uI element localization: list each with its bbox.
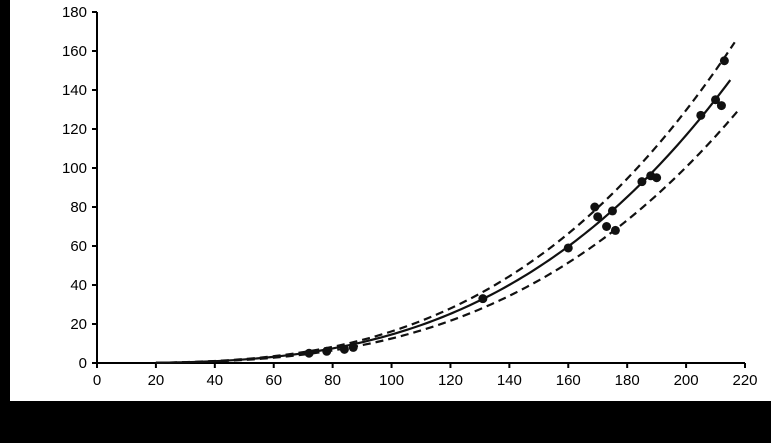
y-tick-label: 40 — [70, 277, 87, 294]
x-tick-label: 100 — [379, 372, 404, 389]
x-tick-label: 60 — [265, 372, 282, 389]
data-point — [590, 202, 600, 212]
y-tick-label: 100 — [62, 160, 87, 177]
fitted-curve — [155, 79, 732, 364]
y-tick-label: 120 — [62, 121, 87, 138]
data-point — [711, 95, 721, 105]
data-point — [610, 225, 620, 235]
data-point — [478, 294, 488, 304]
x-tick-label: 20 — [148, 372, 165, 389]
x-tick-label: 40 — [206, 372, 223, 389]
data-point — [696, 110, 706, 120]
data-point — [716, 101, 726, 111]
y-tick-label: 160 — [62, 43, 87, 60]
x-tick-label: 140 — [497, 372, 522, 389]
data-point — [563, 243, 573, 253]
data-point — [602, 222, 612, 231]
data-point — [593, 212, 603, 222]
chart-svg: 0 20 40 60 80 100 120 140 160 180 200 220 0 20 40 60 80 1… — [62, 4, 758, 389]
upper-confidence-band — [155, 41, 736, 364]
data-point — [637, 177, 647, 187]
data-point — [339, 344, 349, 354]
x-tick-label: 220 — [732, 372, 757, 389]
y-tick-label: 180 — [62, 4, 87, 21]
lower-confidence-band — [155, 108, 740, 364]
data-point — [719, 56, 729, 66]
x-tick-label: 120 — [438, 372, 463, 389]
y-tick-label: 80 — [70, 199, 87, 216]
x-tick-label: 0 — [93, 372, 101, 389]
data-point — [652, 173, 662, 183]
y-tick-label: 20 — [70, 316, 87, 333]
y-tick-label: 0 — [79, 355, 87, 372]
data-point — [348, 342, 358, 352]
x-tick-label: 180 — [615, 372, 640, 389]
chart-panel: 0 20 40 60 80 100 120 140 160 180 200 220 0 20 40 60 80 1… — [10, 0, 771, 401]
x-tick-label: 80 — [324, 372, 341, 389]
y-tick-label: 60 — [70, 238, 87, 255]
y-tick-label: 140 — [62, 82, 87, 99]
x-tick-label: 200 — [674, 372, 699, 389]
data-point — [607, 206, 617, 216]
data-point — [322, 346, 332, 356]
data-point — [304, 348, 314, 358]
x-tick-label: 160 — [556, 372, 581, 389]
